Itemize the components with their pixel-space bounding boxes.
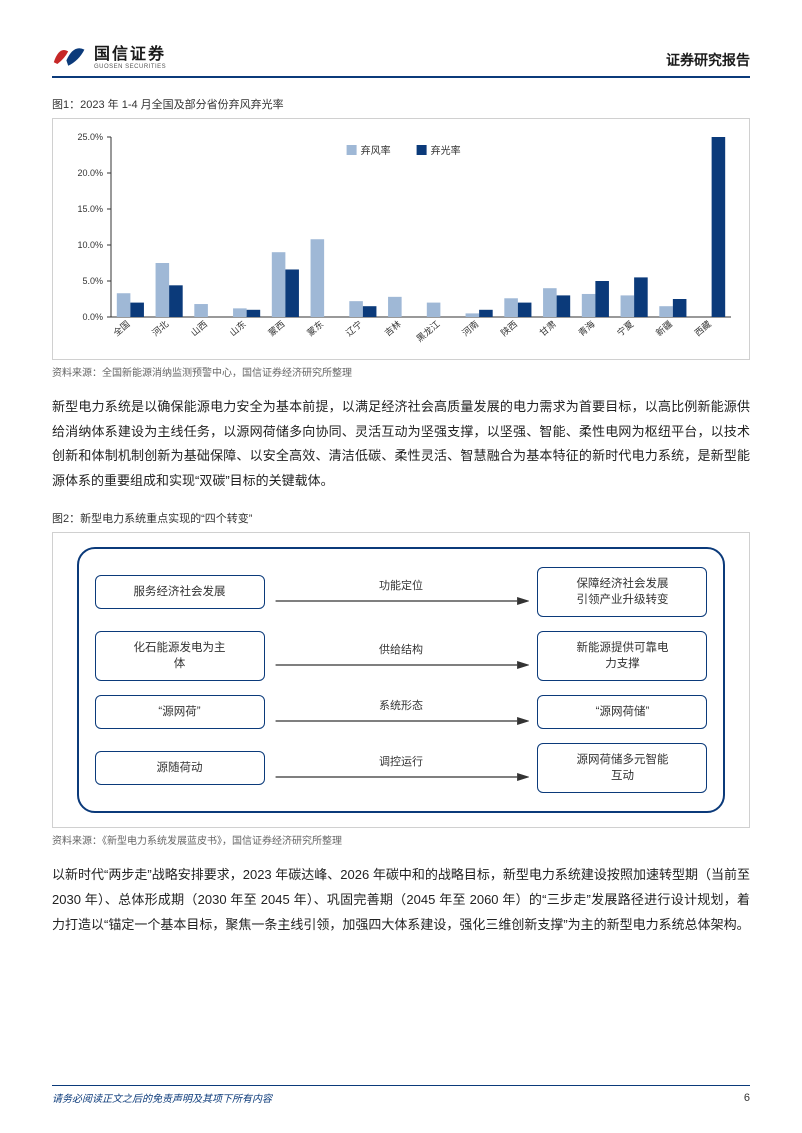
svg-text:山东: 山东: [227, 318, 248, 338]
fig2-title: 图2：新型电力系统重点实现的“四个转变”: [52, 510, 750, 526]
paragraph-2: 以新时代“两步走”战略安排要求，2023 年碳达峰、2026 年碳中和的战略目标…: [52, 863, 750, 937]
page-footer: 请务必阅读正文之后的免责声明及其项下所有内容 6: [52, 1085, 750, 1105]
svg-text:蒙东: 蒙东: [305, 318, 326, 338]
diagram-row-2: “源网荷” 系统形态 “源网荷储”: [95, 695, 708, 729]
svg-text:新疆: 新疆: [653, 318, 674, 338]
diagram-arrow-label: 功能定位: [379, 577, 423, 593]
page-number: 6: [744, 1092, 750, 1104]
svg-text:青海: 青海: [576, 318, 597, 338]
fig2-diagram-inner: 服务经济社会发展 功能定位 保障经济社会发展引领产业升级转变化石能源发电为主体 供给结…: [77, 547, 726, 814]
diagram-left-node: 化石能源发电为主体: [95, 631, 265, 681]
svg-text:15.0%: 15.0%: [77, 204, 103, 214]
paragraph-1: 新型电力系统是以确保能源电力安全为基本前提，以满足经济社会高质量发展的电力需求为…: [52, 395, 750, 494]
arrow-icon: [273, 715, 530, 727]
diagram-row-1: 化石能源发电为主体 供给结构 新能源提供可靠电力支撑: [95, 631, 708, 681]
svg-text:吉林: 吉林: [382, 318, 403, 338]
diagram-arrow-label: 供给结构: [379, 641, 423, 657]
fig2-source: 资料来源：《新型电力系统发展蓝皮书》，国信证券经济研究所整理: [52, 832, 750, 847]
diagram-arrow: 系统形态: [273, 697, 530, 727]
diagram-right-node: 新能源提供可靠电力支撑: [537, 631, 707, 681]
svg-text:蒙西: 蒙西: [266, 318, 287, 338]
svg-text:山西: 山西: [189, 319, 209, 338]
logo-text-cn: 国信证券: [94, 40, 166, 64]
diagram-arrow: 调控运行: [273, 753, 530, 783]
diagram-left-node: 源随荷动: [95, 751, 265, 785]
fig1-source: 资料来源：全国新能源消纳监测预警中心，国信证券经济研究所整理: [52, 364, 750, 379]
fig1-title: 图1：2023 年 1-4 月全国及部分省份弃风弃光率: [52, 96, 750, 112]
svg-text:弃光率: 弃光率: [431, 144, 461, 157]
fig2-diagram: 服务经济社会发展 功能定位 保障经济社会发展引领产业升级转变化石能源发电为主体 供给结…: [52, 532, 750, 829]
fig1-chart: 0.0% 5.0% 10.0% 15.0% 20.0% 25.0% 弃风率 弃光率全国河北山西…: [52, 118, 750, 360]
diagram-arrow-label: 调控运行: [379, 753, 423, 769]
svg-text:西藏: 西藏: [692, 318, 713, 338]
logo-block: 国信证券 GUOSEN SECURITIES: [52, 40, 166, 70]
svg-text:甘肃: 甘肃: [537, 318, 558, 338]
svg-text:弃风率: 弃风率: [361, 144, 391, 157]
diagram-row-0: 服务经济社会发展 功能定位 保障经济社会发展引领产业升级转变: [95, 567, 708, 617]
diagram-left-node: 服务经济社会发展: [95, 575, 265, 609]
svg-text:25.0%: 25.0%: [77, 132, 103, 142]
diagram-arrow: 功能定位: [273, 577, 530, 607]
svg-text:5.0%: 5.0%: [82, 276, 103, 286]
arrow-icon: [273, 595, 530, 607]
header-rule: [52, 76, 750, 78]
arrow-icon: [273, 659, 530, 671]
svg-text:10.0%: 10.0%: [77, 240, 103, 250]
arrow-icon: [273, 771, 530, 783]
svg-text:0.0%: 0.0%: [82, 312, 103, 322]
guosen-logo-icon: [52, 42, 88, 68]
diagram-arrow-label: 系统形态: [379, 697, 423, 713]
diagram-right-node: “源网荷储”: [537, 695, 707, 729]
diagram-arrow: 供给结构: [273, 641, 530, 671]
fig1-svg: 0.0% 5.0% 10.0% 15.0% 20.0% 25.0% 弃风率 弃光率全国河北山西…: [57, 127, 745, 357]
header-right-title: 证券研究报告: [666, 50, 750, 70]
footer-disclaimer: 请务必阅读正文之后的免责声明及其项下所有内容: [52, 1090, 272, 1105]
logo-text-en: GUOSEN SECURITIES: [94, 64, 166, 70]
svg-text:20.0%: 20.0%: [77, 168, 103, 178]
svg-text:全国: 全国: [111, 318, 132, 338]
diagram-right-node: 源网荷储多元智能互动: [537, 743, 707, 793]
diagram-right-node: 保障经济社会发展引领产业升级转变: [537, 567, 707, 617]
svg-text:黑龙江: 黑龙江: [414, 318, 442, 344]
page-header: 国信证券 GUOSEN SECURITIES 证券研究报告: [52, 40, 750, 70]
svg-text:辽宁: 辽宁: [343, 318, 364, 338]
diagram-row-3: 源随荷动 调控运行 源网荷储多元智能互动: [95, 743, 708, 793]
svg-text:河南: 河南: [460, 318, 481, 338]
svg-text:陕西: 陕西: [498, 318, 519, 338]
svg-text:河北: 河北: [150, 318, 171, 338]
svg-text:宁夏: 宁夏: [615, 318, 636, 338]
diagram-left-node: “源网荷”: [95, 695, 265, 729]
